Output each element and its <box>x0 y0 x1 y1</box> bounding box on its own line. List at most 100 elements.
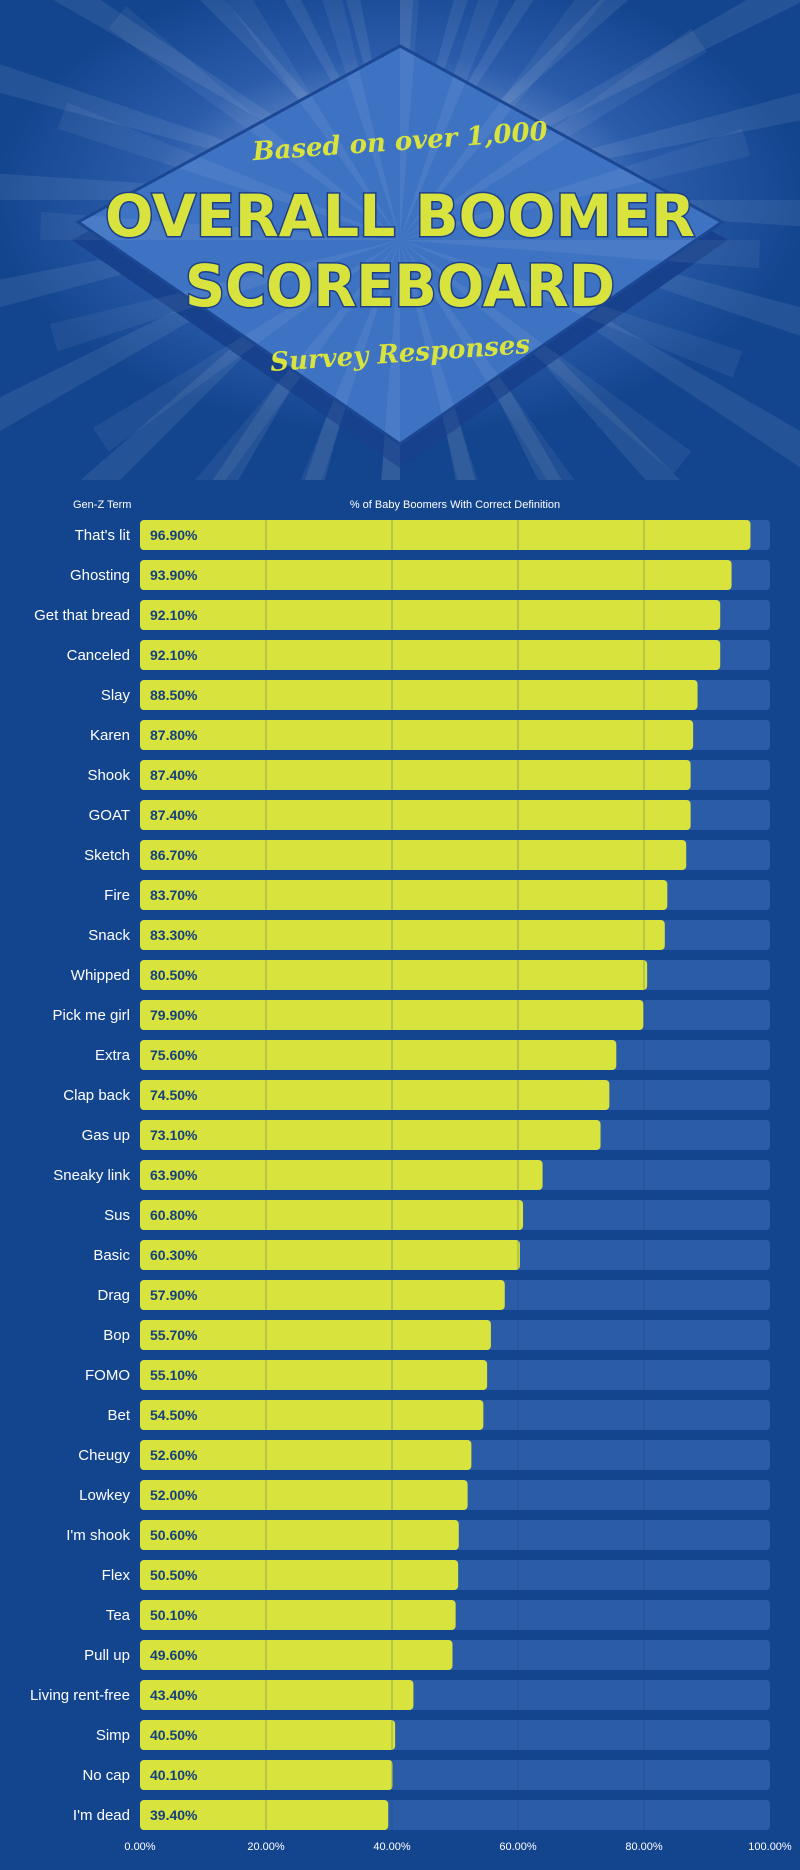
light-ray <box>200 0 400 200</box>
bar <box>140 1440 472 1470</box>
category-label: I'm shook <box>66 1527 130 1544</box>
x-tick-label: 100.00% <box>748 1841 792 1853</box>
value-label: 73.10% <box>150 1127 198 1143</box>
sign-face <box>78 46 722 444</box>
value-label: 40.10% <box>150 1767 198 1783</box>
bar <box>140 1400 484 1430</box>
category-label: FOMO <box>85 1367 130 1384</box>
scoreboard-sign: Based on over 1,000 OVERALL BOOMER SCORE… <box>0 0 800 480</box>
value-label: 87.40% <box>150 767 198 783</box>
bar <box>140 920 665 950</box>
bar <box>140 1120 601 1150</box>
category-label: Gas up <box>82 1127 130 1144</box>
bar <box>140 1320 491 1350</box>
bar <box>140 1200 524 1230</box>
bar <box>140 840 687 870</box>
category-label: GOAT <box>89 807 130 824</box>
value-label: 55.10% <box>150 1367 198 1383</box>
bar <box>140 720 694 750</box>
bar <box>140 640 721 670</box>
bar <box>140 760 691 790</box>
y-axis-title: Gen-Z Term <box>73 499 131 511</box>
category-label: Flex <box>102 1567 131 1584</box>
value-label: 57.90% <box>150 1287 198 1303</box>
sign-stripe <box>322 0 400 240</box>
value-label: 87.80% <box>150 727 198 743</box>
value-label: 60.30% <box>150 1247 198 1263</box>
category-label: No cap <box>82 1767 130 1784</box>
category-label: Slay <box>101 687 131 704</box>
value-label: 92.10% <box>150 647 198 663</box>
value-label: 79.90% <box>150 1007 198 1023</box>
category-label: Sneaky link <box>53 1167 130 1184</box>
value-label: 50.50% <box>150 1567 198 1583</box>
sign-stripe <box>49 240 400 352</box>
category-label: I'm dead <box>73 1807 130 1824</box>
sign-stripe <box>93 240 401 452</box>
value-label: 49.60% <box>150 1647 198 1663</box>
bar <box>140 1160 543 1190</box>
sign-stripe <box>400 240 692 474</box>
value-labels: 96.90% 93.90% 92.10% 92.10% 88.50% 87.80% 87.4… <box>150 527 198 1823</box>
value-label: 83.70% <box>150 887 198 903</box>
value-label: 80.50% <box>150 967 198 983</box>
x-tick-labels: 0.00% 20.00% 40.00% 60.00% 80.00% 100.00% <box>124 1841 792 1853</box>
x-axis-title: % of Baby Boomers With Correct Definitio… <box>350 499 560 511</box>
value-label: 50.10% <box>150 1607 198 1623</box>
sign-stripe <box>400 28 707 240</box>
x-tick-label: 80.00% <box>625 1841 663 1853</box>
value-label: 54.50% <box>150 1407 198 1423</box>
category-label: Get that bread <box>34 607 130 624</box>
value-label: 40.50% <box>150 1727 198 1743</box>
bar <box>140 800 691 830</box>
bar <box>140 880 668 910</box>
category-label: Whipped <box>71 967 130 984</box>
bar <box>140 520 751 550</box>
sign-edge <box>75 44 725 446</box>
title-line-2: SCOREBOARD <box>185 252 615 320</box>
bar <box>140 1640 453 1670</box>
bars <box>140 520 751 1830</box>
bar <box>140 1560 459 1590</box>
title-line-1: OVERALL BOOMER <box>105 182 695 250</box>
value-label: 88.50% <box>150 687 198 703</box>
x-tick-label: 40.00% <box>373 1841 411 1853</box>
x-tick-label: 20.00% <box>247 1841 285 1853</box>
category-label: Simp <box>96 1727 130 1744</box>
category-label: Fire <box>104 887 130 904</box>
sign-stripe <box>400 240 743 378</box>
sign-stripe <box>400 128 751 240</box>
bar <box>140 600 721 630</box>
category-label: Pick me girl <box>52 1007 130 1024</box>
value-label: 86.70% <box>150 847 198 863</box>
bar <box>140 1720 396 1750</box>
bar <box>140 1000 644 1030</box>
value-label: 92.10% <box>150 607 198 623</box>
category-label: That's lit <box>75 527 131 544</box>
value-label: 60.80% <box>150 1207 198 1223</box>
category-label: Snack <box>88 927 130 944</box>
gridlines <box>265 520 645 1830</box>
category-label: Bop <box>103 1327 130 1344</box>
sign-stripe <box>195 240 400 480</box>
bar <box>140 1680 414 1710</box>
sign-stripe <box>40 211 400 240</box>
sign-stripe <box>400 0 500 240</box>
category-label: Karen <box>90 727 130 744</box>
value-label: 43.40% <box>150 1687 198 1703</box>
sign-stripe <box>400 240 760 269</box>
bar <box>140 1080 610 1110</box>
category-label: Ghosting <box>70 567 130 584</box>
value-label: 74.50% <box>150 1087 198 1103</box>
value-label: 93.90% <box>150 567 198 583</box>
bar <box>140 1800 389 1830</box>
sign-stripe <box>57 102 400 240</box>
bar <box>140 560 732 590</box>
category-label: Shook <box>87 767 130 784</box>
sign-stripes <box>40 0 760 480</box>
value-label: 52.60% <box>150 1447 198 1463</box>
category-label: Canceled <box>67 647 130 664</box>
category-label: Drag <box>97 1287 130 1304</box>
sign-stripe <box>400 0 419 240</box>
